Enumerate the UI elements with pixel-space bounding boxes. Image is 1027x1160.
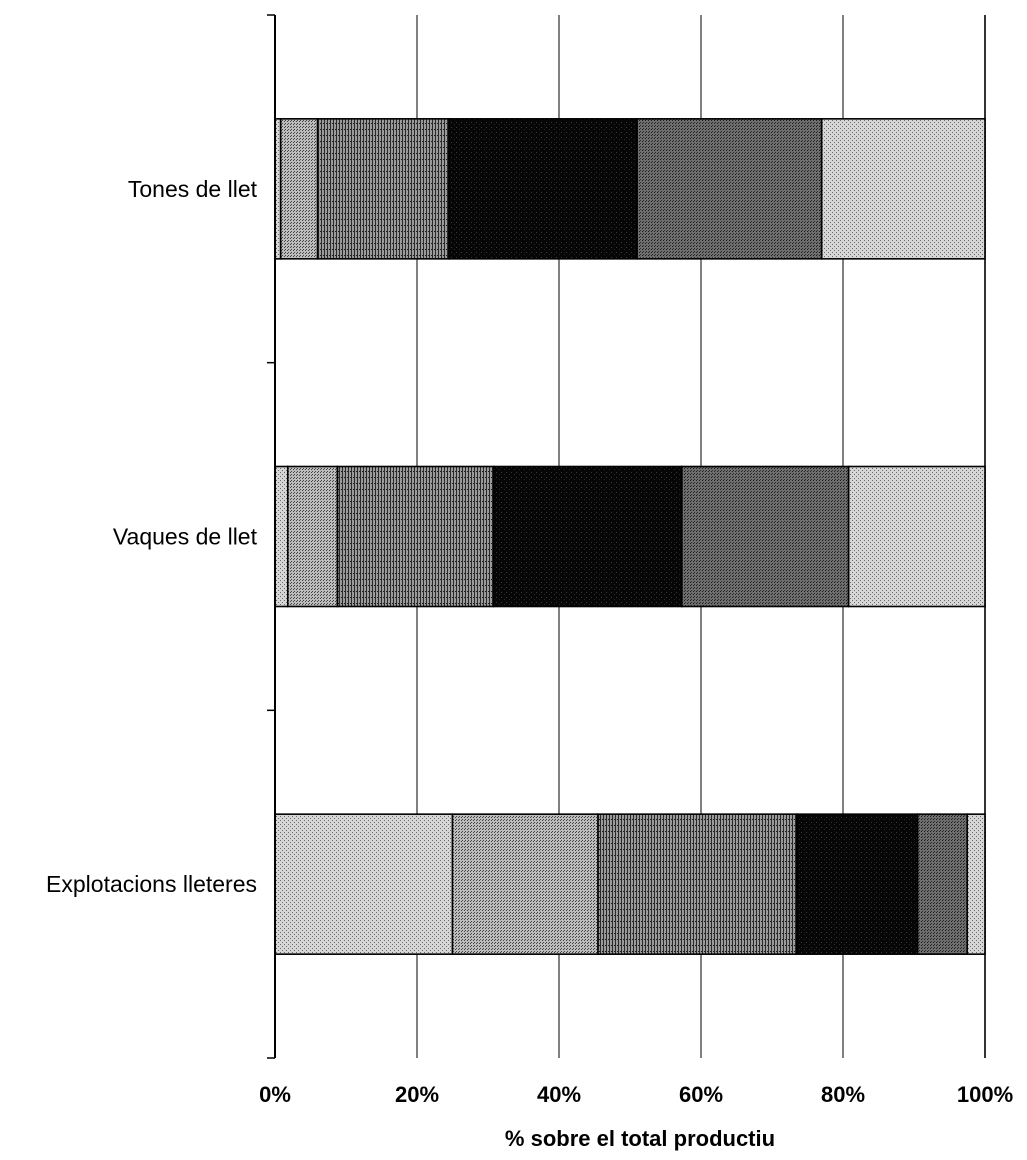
x-tick-label: 80% [821, 1082, 865, 1107]
bar-segment [492, 465, 683, 608]
category-label: Explotacions lleteres [46, 871, 257, 897]
labels: Tones de llet Vaques de llet Explotacions … [46, 176, 1013, 1107]
bar-segment [336, 465, 495, 608]
bar-segment [316, 118, 450, 260]
axes [267, 14, 276, 1059]
bar-segment [916, 813, 969, 955]
bar-segment [451, 813, 599, 955]
bar-segment [286, 465, 339, 608]
x-tick-label: 20% [395, 1082, 439, 1107]
bar-segment [966, 813, 986, 955]
x-tick-label: 60% [679, 1082, 723, 1107]
category-label: Tones de llet [128, 176, 258, 202]
bar-segment [279, 118, 319, 260]
bar-segment [820, 118, 986, 260]
x-tick-label: 100% [957, 1082, 1013, 1107]
category-label: Vaques de llet [113, 524, 258, 550]
x-axis-title: % sobre el total productiu [505, 1126, 775, 1151]
bar-segment [274, 813, 454, 955]
bar-segment [847, 465, 986, 608]
bar-segment [448, 118, 638, 260]
x-tick-label: 40% [537, 1082, 581, 1107]
bar-segment [681, 465, 850, 608]
bars [274, 118, 986, 955]
bar-segment [597, 813, 798, 955]
bar-segment [796, 813, 919, 955]
bar-segment [274, 465, 289, 608]
x-tick-label: 0% [259, 1082, 291, 1107]
bar-segment [636, 118, 823, 260]
